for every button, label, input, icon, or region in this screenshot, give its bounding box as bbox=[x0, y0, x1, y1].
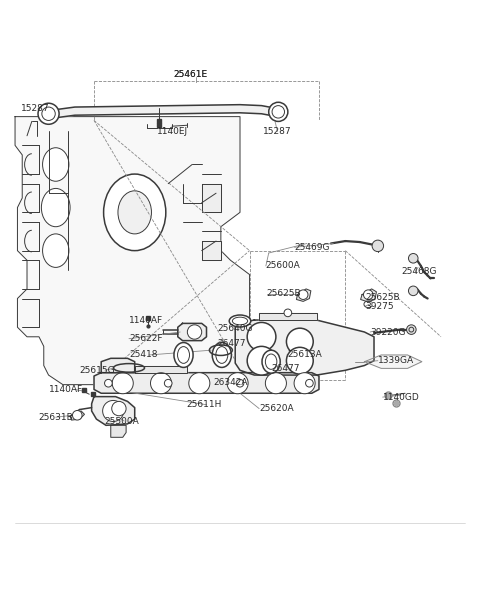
Ellipse shape bbox=[41, 189, 70, 227]
Ellipse shape bbox=[178, 347, 190, 364]
Circle shape bbox=[247, 346, 276, 375]
Text: 25625B: 25625B bbox=[267, 289, 301, 298]
Polygon shape bbox=[202, 184, 221, 213]
Text: 39275: 39275 bbox=[365, 301, 394, 310]
Text: 25461E: 25461E bbox=[173, 70, 207, 79]
Text: 1140GD: 1140GD bbox=[383, 393, 420, 402]
Ellipse shape bbox=[43, 234, 69, 267]
Circle shape bbox=[363, 290, 373, 300]
Circle shape bbox=[287, 347, 313, 374]
Text: 25615G: 25615G bbox=[79, 366, 115, 375]
Ellipse shape bbox=[265, 354, 277, 370]
Circle shape bbox=[284, 309, 292, 316]
Ellipse shape bbox=[262, 350, 280, 373]
Text: 1339GA: 1339GA bbox=[378, 356, 414, 365]
Text: 39220G: 39220G bbox=[370, 328, 406, 337]
Circle shape bbox=[112, 373, 133, 394]
Text: 26477: 26477 bbox=[217, 339, 246, 348]
Ellipse shape bbox=[216, 347, 228, 364]
Ellipse shape bbox=[118, 191, 152, 234]
Polygon shape bbox=[235, 320, 374, 375]
Polygon shape bbox=[57, 104, 275, 118]
Circle shape bbox=[42, 107, 55, 121]
Text: 1140AF: 1140AF bbox=[48, 385, 83, 394]
Text: 25469G: 25469G bbox=[295, 243, 330, 252]
Text: 25418: 25418 bbox=[129, 350, 157, 359]
Polygon shape bbox=[178, 324, 206, 341]
Circle shape bbox=[227, 373, 248, 394]
Text: 26342A: 26342A bbox=[213, 378, 248, 387]
Polygon shape bbox=[70, 411, 84, 420]
Polygon shape bbox=[297, 289, 311, 301]
Circle shape bbox=[409, 327, 414, 332]
Polygon shape bbox=[101, 358, 135, 373]
Circle shape bbox=[189, 373, 210, 394]
Circle shape bbox=[105, 379, 112, 387]
Circle shape bbox=[38, 103, 59, 124]
Polygon shape bbox=[259, 313, 317, 320]
Circle shape bbox=[269, 102, 288, 121]
Text: 25640G: 25640G bbox=[217, 324, 252, 333]
Text: 25611H: 25611H bbox=[186, 400, 222, 410]
Circle shape bbox=[103, 401, 124, 421]
Text: 25620A: 25620A bbox=[259, 404, 294, 413]
Polygon shape bbox=[92, 396, 135, 425]
Circle shape bbox=[112, 401, 126, 416]
Circle shape bbox=[236, 379, 244, 387]
Circle shape bbox=[294, 373, 315, 394]
Text: 25625B: 25625B bbox=[365, 293, 400, 302]
Ellipse shape bbox=[232, 317, 248, 325]
Text: 15287: 15287 bbox=[263, 127, 291, 136]
Text: 26477: 26477 bbox=[271, 364, 300, 373]
Polygon shape bbox=[360, 289, 376, 302]
Polygon shape bbox=[364, 355, 422, 368]
Text: 15287: 15287 bbox=[21, 104, 49, 113]
Circle shape bbox=[299, 290, 308, 300]
Ellipse shape bbox=[104, 174, 166, 251]
Circle shape bbox=[407, 325, 416, 334]
Text: 25631B: 25631B bbox=[38, 413, 73, 421]
Polygon shape bbox=[111, 425, 126, 437]
Text: 25622F: 25622F bbox=[129, 334, 162, 343]
Polygon shape bbox=[94, 373, 319, 393]
Circle shape bbox=[72, 411, 82, 420]
Polygon shape bbox=[202, 241, 221, 260]
Circle shape bbox=[151, 373, 171, 394]
Ellipse shape bbox=[212, 343, 231, 367]
Text: 25500A: 25500A bbox=[104, 417, 139, 426]
Circle shape bbox=[408, 286, 418, 296]
Ellipse shape bbox=[229, 315, 251, 327]
Text: 1140EJ: 1140EJ bbox=[157, 127, 188, 136]
Text: 25600A: 25600A bbox=[266, 261, 300, 270]
Circle shape bbox=[272, 106, 285, 118]
Polygon shape bbox=[15, 116, 250, 384]
Text: 25613A: 25613A bbox=[287, 350, 322, 359]
Ellipse shape bbox=[174, 343, 193, 367]
Circle shape bbox=[164, 379, 172, 387]
Polygon shape bbox=[135, 365, 187, 373]
Text: 25468G: 25468G bbox=[402, 267, 437, 276]
Ellipse shape bbox=[43, 147, 69, 181]
Circle shape bbox=[247, 322, 276, 351]
Circle shape bbox=[306, 379, 313, 387]
Circle shape bbox=[372, 240, 384, 251]
Circle shape bbox=[287, 328, 313, 355]
Circle shape bbox=[187, 325, 202, 339]
Text: 25461E: 25461E bbox=[173, 70, 207, 79]
Circle shape bbox=[408, 254, 418, 263]
Circle shape bbox=[265, 373, 287, 394]
Text: 1140AF: 1140AF bbox=[129, 316, 163, 325]
